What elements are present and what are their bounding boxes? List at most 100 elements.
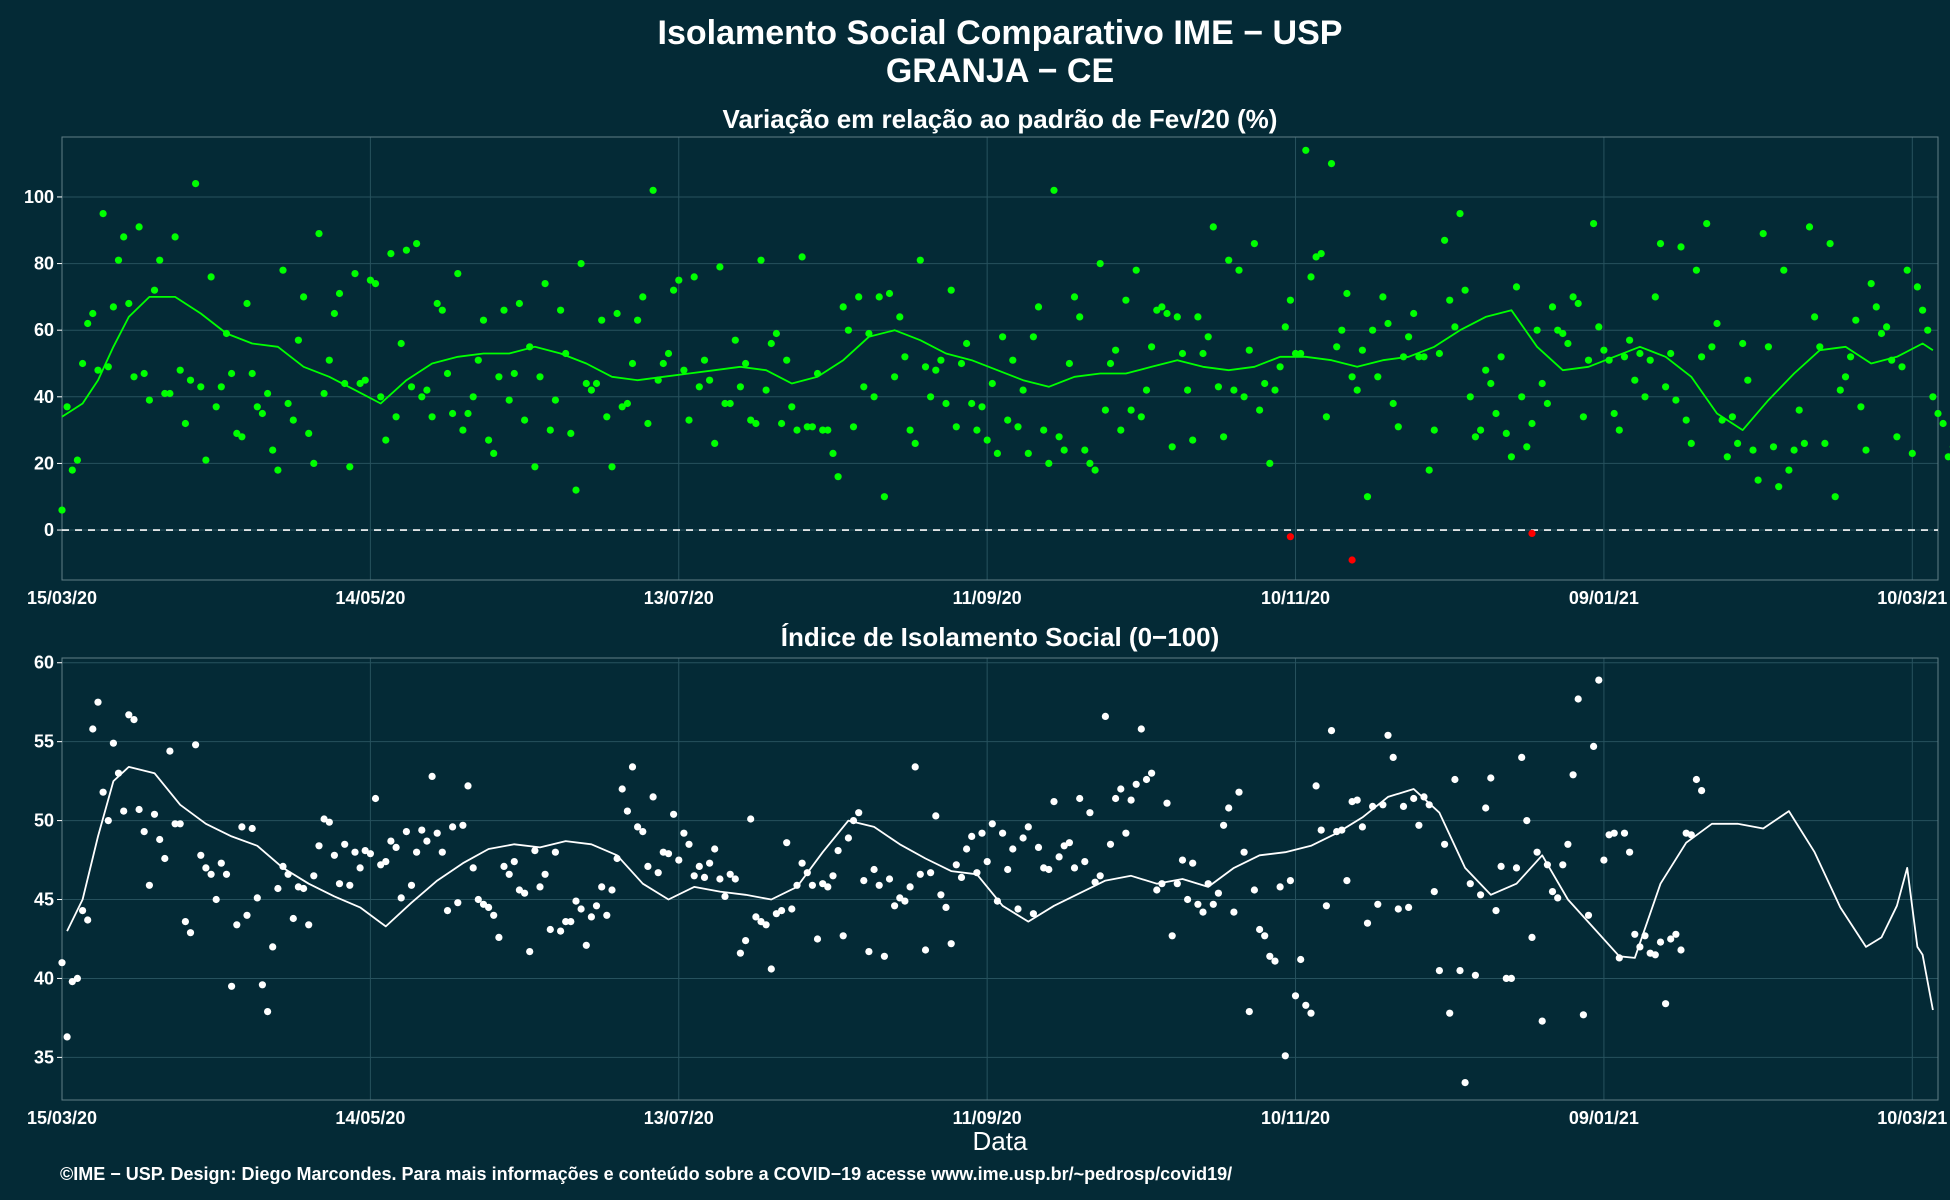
variation-point <box>793 426 801 434</box>
variation-point <box>1096 260 1104 268</box>
variation-point <box>860 383 868 391</box>
variation-point <box>1137 413 1145 421</box>
variation-point <box>1261 379 1269 388</box>
variation-point <box>89 309 97 318</box>
negative-variation-point <box>1528 529 1536 538</box>
index-point <box>1692 775 1700 784</box>
index-point <box>644 862 652 871</box>
variation-point <box>1158 303 1166 311</box>
variation-point <box>932 366 940 374</box>
index-point <box>1441 840 1449 848</box>
index-point <box>1579 1011 1587 1019</box>
index-point <box>1076 794 1084 803</box>
variation-point <box>808 423 817 431</box>
variation-point <box>1333 343 1341 351</box>
index-point <box>1533 848 1541 856</box>
index-point <box>798 859 806 867</box>
index-point <box>305 921 313 929</box>
variation-point <box>654 376 662 384</box>
index-point <box>670 810 678 818</box>
variation-point <box>248 369 256 378</box>
index-point <box>438 848 446 856</box>
variation-point <box>1189 436 1197 444</box>
variation-point <box>407 383 416 391</box>
index-panel: Índice de Isolamento Social (0−100) 15/0… <box>27 622 1947 1128</box>
index-point <box>1019 834 1027 842</box>
variation-point <box>1744 376 1752 384</box>
index-point <box>1435 967 1443 975</box>
variation-point <box>1836 386 1844 394</box>
index-point <box>104 817 112 825</box>
index-point <box>84 916 92 924</box>
index-point <box>921 946 930 954</box>
index-point <box>1286 877 1294 885</box>
variation-point <box>294 336 302 344</box>
variation-point <box>1569 293 1577 301</box>
index-point <box>664 850 673 858</box>
index-point <box>993 897 1002 905</box>
index-point <box>695 862 703 871</box>
variation-point <box>546 426 554 434</box>
index-point <box>1096 872 1104 880</box>
index-point <box>603 911 611 919</box>
variation-point <box>1466 393 1474 401</box>
index-point <box>968 832 976 841</box>
variation-point <box>1101 406 1109 414</box>
variation-point <box>1194 313 1202 321</box>
index-point <box>1312 782 1320 790</box>
index-point <box>1677 946 1685 954</box>
variation-point <box>675 276 683 284</box>
index-point <box>1394 905 1402 913</box>
variation-point <box>557 306 565 314</box>
index-point <box>449 823 457 831</box>
variation-point <box>1060 446 1068 454</box>
index-point <box>1024 823 1032 831</box>
index-point <box>562 918 570 926</box>
index-point <box>217 859 225 867</box>
variation-point <box>1487 379 1495 388</box>
index-point <box>207 870 215 878</box>
index-point <box>1322 902 1330 910</box>
variation-point <box>1749 446 1757 454</box>
index-point <box>79 907 87 915</box>
variation-point <box>1703 220 1711 228</box>
index-point <box>1636 943 1644 951</box>
index-point <box>742 937 750 945</box>
index-point <box>1358 823 1366 831</box>
index-point <box>1173 880 1181 888</box>
variation-point <box>1559 329 1567 338</box>
variation-point <box>351 270 359 278</box>
index-point <box>942 903 950 912</box>
index-point <box>1528 933 1536 942</box>
index-point <box>901 897 909 905</box>
index-point <box>1482 804 1490 812</box>
index-point <box>1034 843 1043 852</box>
variation-point <box>1641 393 1649 401</box>
variation-point <box>541 280 549 288</box>
index-point <box>1163 799 1171 807</box>
index-point <box>1137 725 1145 733</box>
index-point <box>829 872 837 880</box>
variation-point <box>284 399 292 408</box>
index-point <box>1369 802 1377 811</box>
variation-point <box>413 240 421 248</box>
index-point <box>880 952 889 960</box>
variation-point <box>1507 453 1515 461</box>
index-point <box>952 861 960 869</box>
index-point <box>1389 753 1397 762</box>
variation-point <box>1430 426 1438 434</box>
variation-point <box>1620 353 1629 361</box>
variation-point <box>1451 323 1459 331</box>
index-point <box>212 895 220 904</box>
variation-point <box>1276 363 1284 371</box>
variation-point <box>264 389 272 398</box>
index-point <box>500 862 508 871</box>
index-point <box>1518 753 1526 762</box>
index-point <box>366 850 374 858</box>
variation-point <box>505 396 513 404</box>
variation-point <box>767 339 775 348</box>
x-tick-label: 11/09/20 <box>953 588 1022 608</box>
variation-point <box>1214 383 1222 391</box>
variation-point <box>1790 446 1798 454</box>
index-point <box>1667 935 1675 943</box>
